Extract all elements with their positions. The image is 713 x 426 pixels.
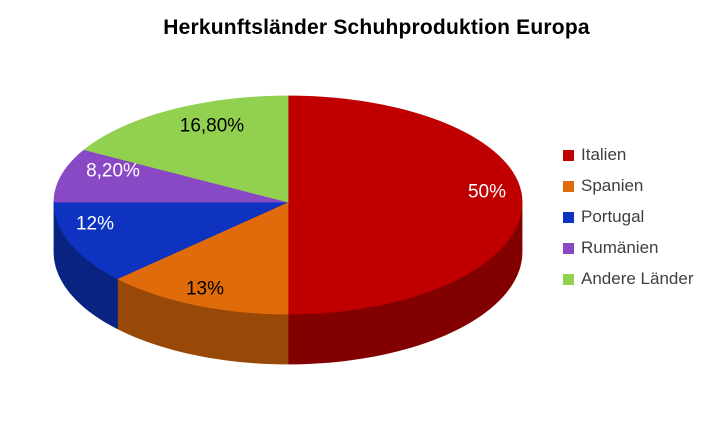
pie-slice-andere-l-nder	[83, 95, 289, 203]
pie-slice-rum-nien	[53, 149, 289, 203]
legend-item-label: Portugal	[581, 207, 645, 226]
legend-color-swatch	[563, 242, 574, 254]
pie-slice-italien	[287, 95, 523, 315]
legend-color-swatch	[563, 211, 574, 223]
pie-data-label-rum-nien: 8,20%	[86, 161, 140, 182]
legend-item-portugal: Portugal	[563, 207, 693, 227]
pie-data-label-andere-l-nder: 16,80%	[180, 116, 245, 137]
legend-item-andere-l-nder: Andere Länder	[563, 269, 693, 289]
pie-data-label-spanien: 13%	[186, 279, 224, 300]
chart-title: Herkunftsländer Schuhproduktion Europa	[163, 16, 590, 39]
legend-color-swatch	[563, 149, 574, 161]
legend-color-swatch	[563, 180, 574, 192]
legend-item-label: Andere Länder	[581, 269, 694, 288]
pie-slice-portugal	[53, 201, 289, 280]
pie-data-label-portugal: 12%	[76, 214, 114, 235]
chart-legend: Italien Spanien Portugal Rumänien Andere Län…	[563, 145, 693, 289]
legend-item-italien: Italien	[563, 145, 693, 165]
legend-item-label: Italien	[581, 145, 627, 164]
pie-data-label-italien: 50%	[468, 182, 506, 203]
legend-item-label: Spanien	[581, 176, 644, 195]
legend-item-label: Rumänien	[581, 238, 659, 257]
legend-item-rum-nien: Rumänien	[563, 238, 693, 258]
legend-color-swatch	[563, 273, 574, 285]
pie-slice-spanien	[117, 201, 289, 315]
legend-item-spanien: Spanien	[563, 176, 693, 196]
